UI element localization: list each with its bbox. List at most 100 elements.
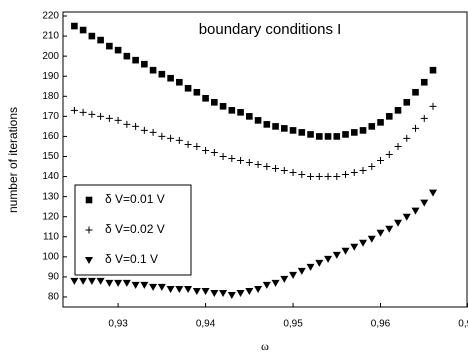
x-tick-label: 0,95 bbox=[283, 319, 303, 330]
y-tick-label: 110 bbox=[43, 231, 59, 242]
point bbox=[385, 113, 393, 120]
point bbox=[236, 289, 245, 297]
point bbox=[254, 285, 263, 293]
point bbox=[376, 229, 385, 237]
point bbox=[289, 271, 298, 279]
point bbox=[315, 133, 323, 140]
point bbox=[105, 279, 114, 287]
point bbox=[70, 277, 79, 285]
point bbox=[280, 275, 289, 283]
y-tick-label: 180 bbox=[42, 91, 59, 102]
point bbox=[307, 173, 315, 181]
point bbox=[211, 99, 218, 106]
point bbox=[105, 114, 113, 122]
point bbox=[123, 120, 131, 128]
point bbox=[88, 110, 96, 118]
point bbox=[184, 84, 192, 92]
point bbox=[210, 148, 218, 156]
point bbox=[175, 285, 184, 293]
y-axis-label: number of iterations bbox=[6, 107, 20, 213]
point bbox=[96, 277, 105, 285]
point bbox=[297, 267, 306, 275]
point bbox=[367, 235, 376, 243]
point bbox=[228, 154, 236, 162]
point bbox=[97, 112, 105, 120]
point bbox=[167, 134, 175, 142]
point bbox=[79, 277, 88, 285]
point bbox=[315, 173, 323, 181]
point bbox=[298, 171, 306, 179]
point bbox=[158, 132, 166, 140]
point bbox=[114, 116, 122, 124]
point bbox=[368, 163, 376, 171]
point bbox=[237, 109, 244, 116]
point bbox=[420, 199, 429, 207]
point bbox=[332, 251, 341, 259]
point bbox=[114, 46, 122, 54]
point bbox=[394, 142, 402, 150]
point bbox=[429, 189, 438, 197]
point bbox=[158, 70, 166, 78]
point bbox=[149, 66, 157, 74]
point bbox=[202, 146, 210, 154]
point bbox=[402, 213, 411, 221]
point bbox=[114, 279, 123, 287]
legend-marker bbox=[85, 226, 93, 234]
annotation: boundary conditions I bbox=[199, 21, 342, 38]
point bbox=[368, 123, 376, 130]
point bbox=[166, 285, 175, 293]
point bbox=[272, 165, 280, 173]
point bbox=[350, 243, 359, 251]
point bbox=[411, 207, 420, 215]
y-tick-label: 90 bbox=[48, 272, 60, 283]
point bbox=[377, 119, 384, 126]
y-tick-label: 80 bbox=[48, 292, 60, 303]
point bbox=[201, 287, 210, 295]
point bbox=[246, 113, 253, 120]
point bbox=[184, 285, 193, 293]
legend-label: δ V=0.01 V bbox=[105, 192, 165, 206]
point bbox=[324, 255, 333, 263]
point bbox=[123, 52, 131, 60]
point bbox=[315, 259, 324, 267]
legend-label: δ V=0.1 V bbox=[105, 252, 158, 266]
point bbox=[271, 279, 280, 287]
point bbox=[403, 134, 411, 142]
y-tick-label: 100 bbox=[42, 251, 59, 262]
point bbox=[385, 225, 394, 233]
y-tick-label: 200 bbox=[42, 51, 59, 62]
point bbox=[254, 161, 262, 169]
x-tick-label: 0,97 bbox=[458, 319, 468, 330]
point bbox=[394, 107, 402, 114]
point bbox=[272, 123, 279, 130]
y-tick-label: 170 bbox=[42, 111, 59, 122]
y-tick-label: 160 bbox=[42, 131, 59, 142]
legend-label: δ V=0.02 V bbox=[105, 222, 165, 236]
point bbox=[262, 281, 271, 289]
point bbox=[359, 167, 367, 175]
legend-box bbox=[74, 184, 192, 276]
point bbox=[289, 127, 297, 134]
point bbox=[132, 122, 140, 130]
point bbox=[341, 247, 350, 255]
point bbox=[184, 140, 192, 148]
point bbox=[192, 287, 201, 295]
point bbox=[140, 126, 148, 134]
plot-frame bbox=[62, 11, 468, 308]
y-tick-label: 130 bbox=[42, 191, 59, 202]
point bbox=[131, 281, 140, 289]
point bbox=[228, 107, 236, 114]
y-tick-label: 210 bbox=[42, 31, 59, 42]
legend-marker bbox=[85, 257, 93, 264]
point bbox=[149, 128, 157, 136]
point bbox=[245, 159, 253, 167]
point bbox=[79, 26, 87, 34]
point bbox=[281, 125, 288, 132]
point bbox=[306, 263, 315, 271]
point bbox=[429, 102, 437, 110]
point bbox=[202, 94, 209, 102]
point bbox=[420, 78, 428, 86]
legend-marker bbox=[85, 196, 93, 204]
point bbox=[132, 56, 139, 64]
